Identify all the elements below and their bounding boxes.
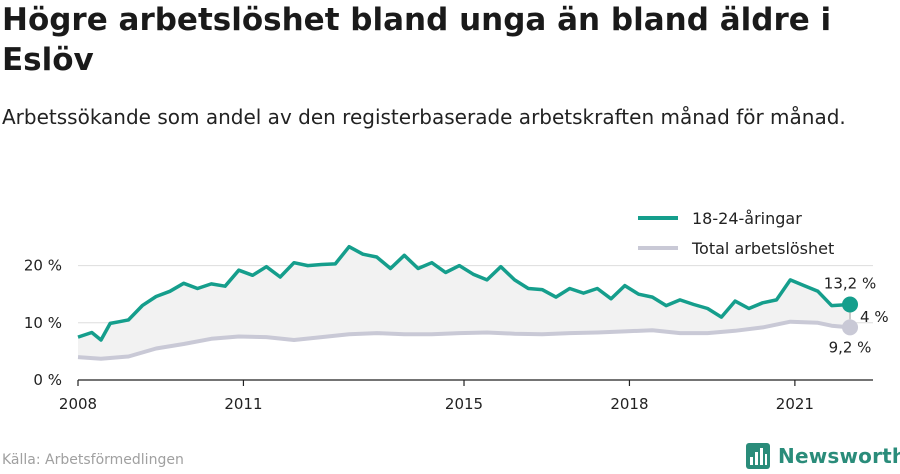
youth-end-marker — [842, 296, 859, 313]
y-tick-label: 10 % — [24, 314, 62, 332]
total-end-marker — [842, 319, 859, 336]
gap-area — [78, 246, 850, 359]
total-unemployment-line — [77, 319, 851, 361]
total-end-label: 9,2 % — [829, 338, 872, 356]
brand-name: Newsworthy — [778, 444, 900, 468]
youth-end-label: 13,2 % — [824, 274, 876, 292]
legend-label-total: Total arbetslöshet — [691, 239, 834, 258]
page-subtitle: Arbetssökande som andel av den registerb… — [2, 105, 846, 129]
newsworthy-logo-icon — [746, 443, 770, 469]
y-tick-label: 0 % — [33, 371, 62, 389]
gap-label: 4 % — [860, 308, 889, 326]
page-title: Högre arbetslöshet bland unga än bland ä… — [2, 2, 832, 78]
end-markers: 13,2 % 9,2 % 4 % — [824, 274, 889, 356]
brand-logo: Newsworthy — [746, 443, 900, 469]
x-tick-label: 2008 — [59, 395, 97, 413]
y-tick-label: 20 % — [24, 257, 62, 275]
legend-label-youth: 18-24-åringar — [692, 209, 802, 228]
x-tick-label: 2011 — [224, 395, 262, 413]
line-chart: 0 % 10 % 20 % 2008 2011 2015 2018 2021 13,2 % 9… — [24, 209, 889, 413]
chart-legend: 18-24-åringar Total arbetslöshet — [638, 209, 834, 258]
source-credit: Källa: Arbetsförmedlingen — [2, 452, 184, 468]
youth-unemployment-line — [77, 244, 851, 342]
x-tick-label: 2015 — [445, 395, 483, 413]
x-tick-label: 2018 — [610, 395, 648, 413]
x-tick-label: 2021 — [776, 395, 814, 413]
axes: 2008 2011 2015 2018 2021 — [59, 379, 873, 413]
